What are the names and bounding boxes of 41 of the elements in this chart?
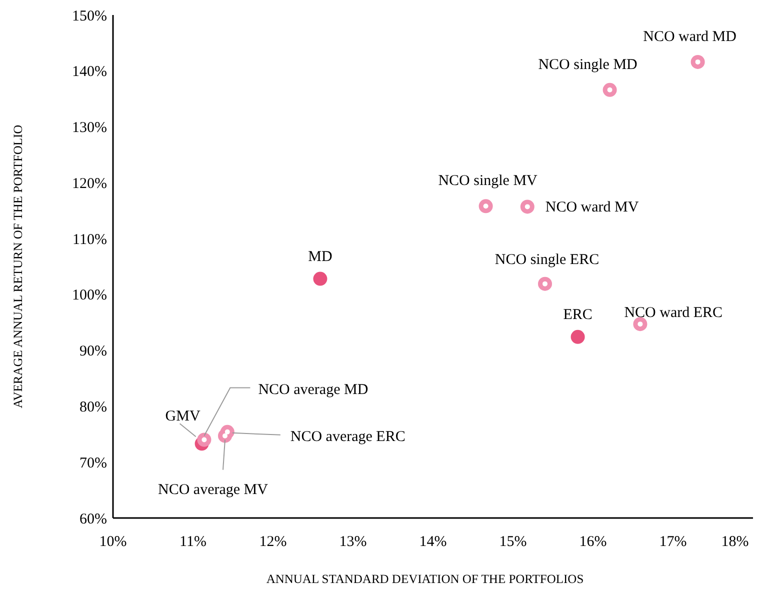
- annotation: NCO single MD: [538, 56, 638, 73]
- x-axis-title: ANNUAL STANDARD DEVIATION OF THE PORTFOLIOS: [266, 572, 584, 586]
- annotation: NCO single MV: [438, 173, 538, 190]
- y-tick-label: 110%: [72, 232, 107, 248]
- annotation: NCO average MD: [258, 382, 368, 398]
- annotation: ERC: [563, 306, 592, 323]
- x-tick-label: 10%: [99, 534, 127, 550]
- x-tick-label: 15%: [499, 534, 527, 550]
- point: [520, 200, 534, 214]
- x-tick-label: 17%: [659, 534, 687, 550]
- annotation: MD: [308, 248, 332, 265]
- point: [633, 317, 648, 332]
- x-tick-label: 18%: [721, 534, 749, 550]
- y-tick-label: 90%: [80, 344, 107, 360]
- x-tick-label: 11%: [180, 534, 206, 550]
- point: [538, 276, 552, 291]
- annotation: NCO single ERC: [494, 252, 600, 268]
- y-tick-label: 70%: [80, 455, 107, 472]
- point: [602, 82, 617, 97]
- point: [478, 199, 493, 214]
- y-tick-label: 130%: [72, 120, 107, 136]
- x-tick-label: 16%: [579, 534, 607, 550]
- annotation: NCO average ERC: [290, 428, 406, 445]
- annotation: NCO ward MV: [545, 200, 639, 216]
- annotation: NCO average MV: [158, 482, 268, 498]
- annotation: NCO ward MD: [643, 28, 737, 45]
- point: [313, 272, 328, 286]
- y-axis-title: AVERAGE ANNUAL RETURN OF THE PORTFOLIO: [11, 124, 25, 408]
- y-tick-label: 140%: [72, 64, 107, 80]
- y-tick-label: 60%: [80, 511, 107, 528]
- x-tick-label: 13%: [339, 534, 367, 550]
- y-tick-label: 80%: [80, 399, 107, 416]
- annotation: GMV: [165, 408, 200, 425]
- point: [690, 54, 705, 69]
- point: [570, 330, 585, 344]
- y-tick-label: 150%: [72, 8, 107, 24]
- y-tick-label: 120%: [72, 176, 107, 192]
- x-tick-label: 14%: [419, 534, 447, 550]
- annotation: NCO ward ERC: [624, 305, 723, 322]
- x-tick-label: 12%: [259, 534, 287, 550]
- y-tick-label: 100%: [72, 288, 107, 304]
